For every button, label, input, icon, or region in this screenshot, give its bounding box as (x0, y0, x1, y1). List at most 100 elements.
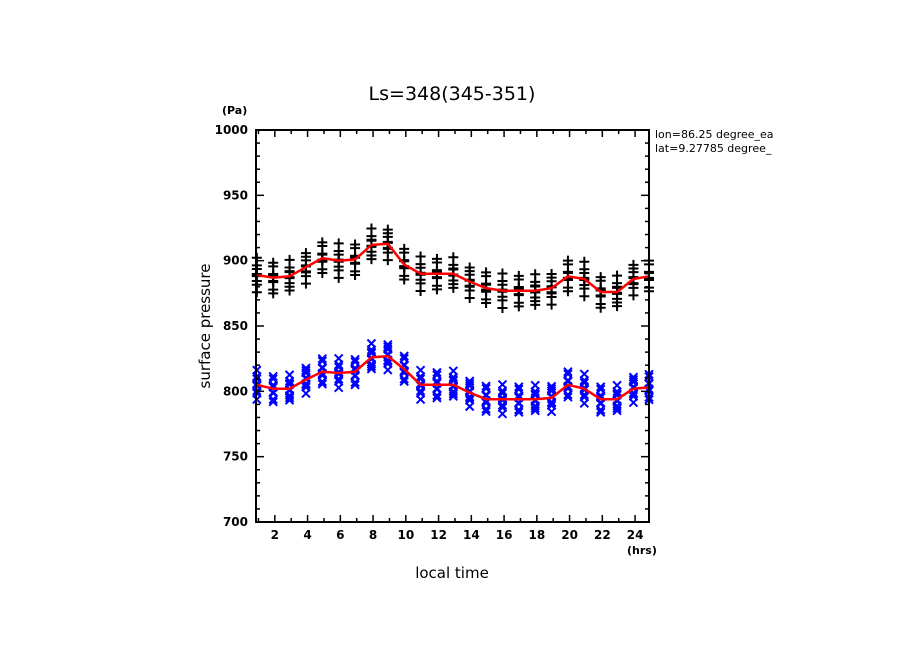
x-marker (350, 357, 360, 367)
plus-marker (481, 267, 492, 278)
x-marker (383, 358, 393, 369)
x-axis-label: local time (415, 564, 489, 582)
plus-marker (579, 256, 590, 267)
x-marker (333, 353, 344, 364)
x-marker (514, 407, 524, 417)
x-marker (579, 392, 590, 402)
x-tick-label: 22 (594, 528, 611, 542)
x-marker (399, 353, 409, 364)
y-tick-label: 750 (223, 450, 248, 464)
x-marker (366, 338, 377, 349)
x-marker (317, 379, 328, 389)
x-marker (595, 382, 606, 392)
plus-marker (415, 251, 426, 262)
x-tick-label: 10 (397, 528, 414, 542)
plus-marker (448, 252, 459, 263)
x-marker (514, 382, 524, 392)
plus-marker (284, 254, 295, 265)
x-marker (317, 353, 328, 364)
plus-marker (300, 248, 311, 259)
x-marker (399, 351, 409, 361)
plus-marker (562, 255, 573, 266)
plus-marker (366, 223, 377, 234)
x-tick-label: 20 (561, 528, 578, 542)
plus-marker (350, 239, 361, 250)
plot-frame (255, 129, 650, 523)
x-marker (268, 374, 278, 384)
x-marker (628, 372, 639, 382)
y-tick-label: 900 (223, 254, 248, 268)
x-marker (546, 381, 557, 392)
y-ticks: 700 750 800 850 900 950 1000 (215, 123, 649, 529)
y-unit-label: (Pa) (222, 104, 247, 117)
x-marker (481, 406, 491, 417)
x-tick-label: 6 (336, 528, 344, 542)
x-tick-label: 24 (627, 528, 644, 542)
x-marker (497, 402, 508, 413)
x-marker (284, 370, 295, 380)
x-marker (350, 380, 360, 390)
x-marker (432, 393, 442, 403)
x-tick-label: 2 (271, 528, 279, 542)
x-marker (383, 339, 393, 350)
plus-marker (595, 272, 606, 283)
red-mean-line-blue (256, 354, 650, 401)
y-axis-label: surface pressure (196, 264, 214, 389)
plus-marker (431, 253, 442, 264)
x-marker (612, 380, 622, 391)
x-marker (563, 392, 573, 402)
x-tick-label: 12 (430, 528, 447, 542)
x-marker (497, 379, 508, 390)
plus-marker (333, 238, 344, 249)
x-marker (333, 376, 344, 387)
x-marker (595, 407, 606, 417)
x-marker (530, 403, 540, 414)
x-marker (333, 362, 344, 372)
plus-marker (317, 237, 328, 248)
x-marker (383, 342, 393, 352)
y-tick-label: 700 (223, 515, 248, 529)
x-tick-label: 4 (303, 528, 311, 542)
x-marker (546, 400, 557, 411)
x-marker (628, 374, 639, 385)
x-marker (284, 393, 295, 403)
x-marker (464, 376, 475, 386)
x-marker (464, 395, 475, 405)
x-marker (497, 388, 508, 398)
plus-marker (399, 243, 410, 254)
x-marker (481, 383, 491, 394)
x-marker (301, 365, 311, 376)
x-marker (546, 384, 557, 394)
x-marker (595, 384, 606, 394)
x-marker (563, 367, 573, 377)
x-marker (530, 389, 540, 399)
y-tick-label: 850 (223, 319, 248, 333)
plus-marker (382, 224, 393, 235)
x-marker (268, 371, 278, 382)
x-marker (563, 369, 573, 379)
x-marker (415, 365, 426, 375)
x-marker (481, 381, 491, 391)
x-marker (301, 363, 311, 373)
x-marker (628, 391, 639, 402)
y-tick-label: 1000 (215, 123, 248, 137)
plus-marker (530, 269, 541, 280)
x-ticks: 2 4 6 8 10 12 14 16 18 20 22 24 (257, 130, 644, 542)
red-mean-line-black (256, 242, 650, 294)
y-tick-label: 800 (223, 384, 248, 398)
plus-marker (464, 262, 475, 273)
x-marker (301, 382, 311, 392)
chart-title: Ls=348(345-351) (369, 83, 536, 105)
plus-marker (268, 257, 279, 268)
x-marker (268, 397, 278, 407)
x-marker (448, 366, 459, 376)
x-marker (366, 347, 377, 357)
plus-marker (513, 270, 524, 281)
x-marker (399, 376, 409, 387)
x-marker (612, 403, 622, 414)
x-marker (415, 388, 426, 398)
blue-x-series (252, 338, 654, 419)
x-marker (514, 384, 524, 394)
x-unit-label: (hrs) (627, 544, 657, 557)
